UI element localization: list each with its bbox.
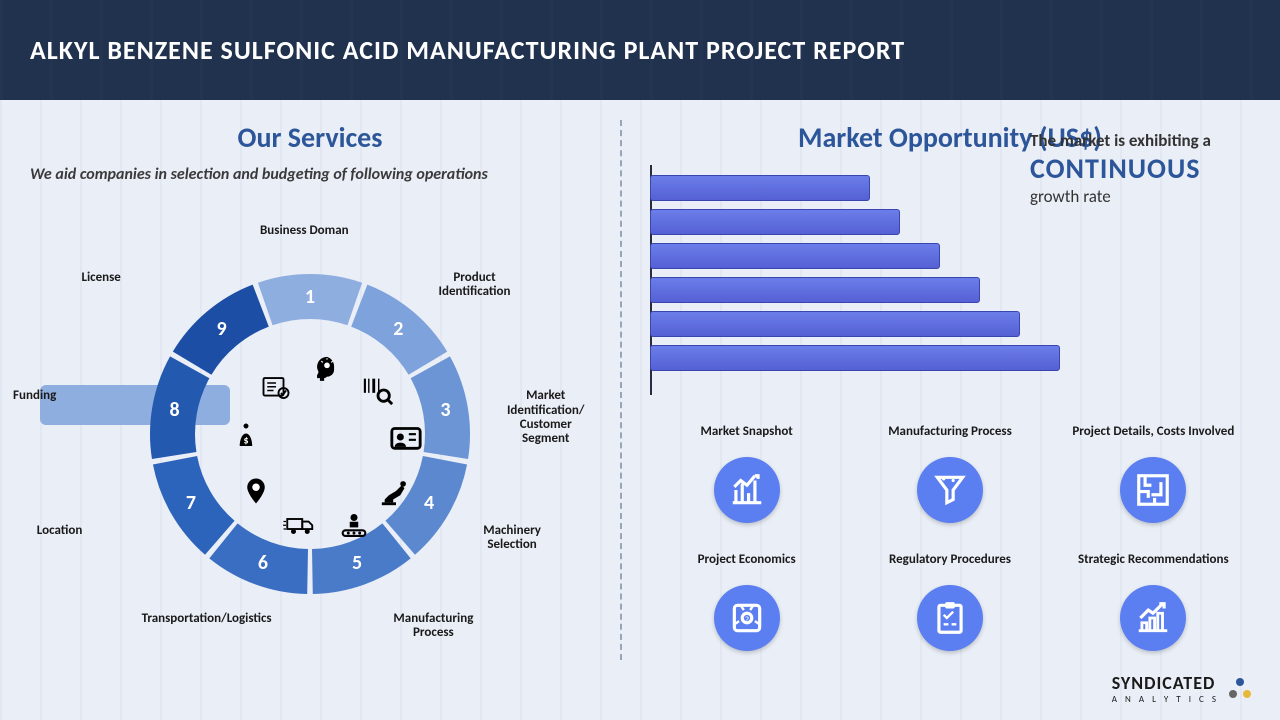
feature-grid: Market Snapshot Manufacturing Process Proj… [650,415,1250,651]
feature-item: Manufacturing Process [863,415,1036,523]
feature-label: Strategic Recommendations [1067,543,1240,577]
right-panel: Market Opportunity (US$) The market is e… [620,100,1280,720]
market-bar [650,243,940,269]
feature-label: Project Economics [660,543,833,577]
wheel-segment-label: Business Doman [260,224,349,238]
services-wheel: 1Business Doman2Product Identification3M… [130,254,490,614]
wheel-segment-num: 7 [186,491,196,515]
services-subtitle: We aid companies in selection and budget… [30,165,590,184]
wheel-segment-label: Machinery Selection [483,524,541,553]
market-bar [650,311,1020,337]
header-banner: ALKYL BENZENE SULFONIC ACID MANUFACTURIN… [0,0,1280,100]
page-title: ALKYL BENZENE SULFONIC ACID MANUFACTURIN… [30,34,905,66]
logo-sub: A N A L Y T I C S [1112,694,1219,705]
market-bar [650,345,1060,371]
feature-label: Market Snapshot [660,415,833,449]
puzzle-icon: ? [714,585,780,651]
wheel-segment-label: Funding [13,389,56,403]
left-panel: Our Services We aid companies in selecti… [0,100,620,720]
market-bar [650,209,900,235]
funnel-icon [917,457,983,523]
logo-brand: SYNDICATED [1112,672,1216,694]
wheel-segment-num: 6 [258,551,268,575]
wheel-segment-num: 4 [424,491,434,515]
wheel-segment-num: 1 [305,285,315,309]
feature-label: Regulatory Procedures [863,543,1036,577]
chart-icon [714,457,780,523]
growth-big: CONTINUOUS [1030,151,1270,186]
wheel-segment-label: License [81,271,120,285]
growth-post: growth rate [1030,186,1270,207]
feature-label: Manufacturing Process [863,415,1036,449]
svg-text:?: ? [744,614,748,626]
svg-text:$: $ [244,434,249,447]
growth-pre: The market is exhibiting a [1030,130,1270,151]
growth-icon [1120,585,1186,651]
wheel-segment-num: 9 [217,317,227,341]
wheel-segment-label: Market Identification/ Customer Segment [507,389,584,446]
content: Our Services We aid companies in selecti… [0,100,1280,720]
wheel-segment-label: Product Identification [439,271,511,300]
feature-item: Strategic Recommendations [1067,543,1240,651]
market-bar [650,277,980,303]
feature-item: Project Economics? [660,543,833,651]
wheel-segment-num: 3 [440,398,450,422]
market-growth-text: The market is exhibiting a CONTINUOUS gr… [1030,130,1270,207]
feature-item: Regulatory Procedures [863,543,1036,651]
brand-logo: SYNDICATED A N A L Y T I C S [1112,672,1255,705]
services-title: Our Services [30,120,590,155]
wheel-segment-num: 2 [393,317,403,341]
logo-text: SYNDICATED A N A L Y T I C S [1112,672,1219,705]
wheel-segment-num: 5 [352,551,362,575]
wheel-segment-label: Transportation/Logistics [142,612,252,626]
logo-icon [1225,674,1255,704]
wheel-segment-num: 8 [170,398,180,422]
wheel-segment-label: Manufacturing Process [378,612,488,641]
feature-label: Project Details, Costs Involved [1067,415,1240,449]
maze-icon [1120,457,1186,523]
market-bar [650,175,870,201]
clipboard-icon [917,585,983,651]
wheel-segment-label: Location [37,524,83,538]
feature-item: Market Snapshot [660,415,833,523]
feature-item: Project Details, Costs Involved [1067,415,1240,523]
